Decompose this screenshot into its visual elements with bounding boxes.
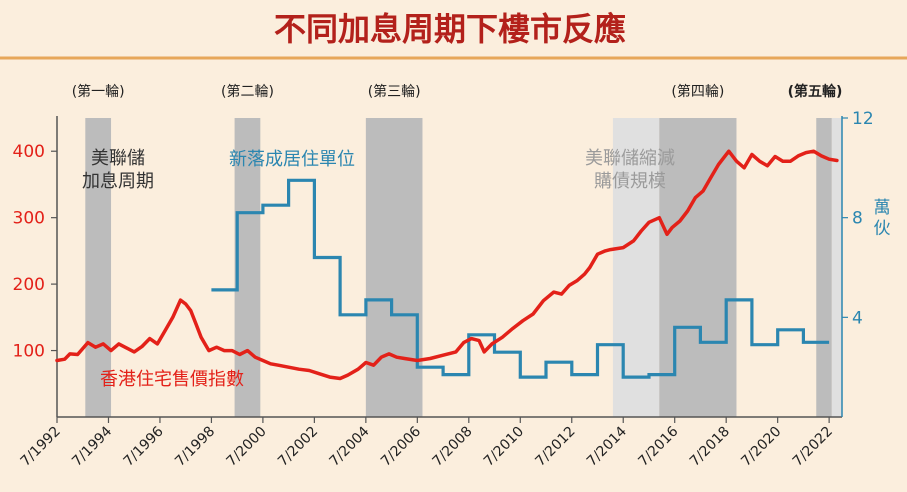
fed-hike-cycle-label: 美聯儲 (91, 148, 145, 169)
chart-title: 不同加息周期下樓市反應 (274, 10, 626, 48)
hike-cycle-label: (第三輪) (368, 83, 421, 100)
series-lines (55, 149, 839, 381)
y-left-tick-label: 100 (13, 342, 45, 362)
hike-cycle-band (234, 118, 261, 417)
y-left-tick-label: 400 (13, 142, 45, 162)
price-index-line (55, 149, 839, 381)
hike-cycle-label: (第一輪) (72, 83, 125, 100)
new-units-label: 新落成居住單位 (229, 149, 355, 170)
y-right-tick-label: 8 (852, 209, 863, 229)
hike-cycle-label: (第四輪) (671, 83, 724, 100)
y-right-unit-label: 萬 (874, 198, 891, 218)
y-right-tick-label: 12 (852, 109, 874, 129)
hike-cycle-label: (第五輪) (788, 83, 843, 100)
y-left-tick-label: 200 (13, 275, 45, 295)
hike-cycle-band (816, 118, 832, 417)
qe-taper-label: 購債規模 (594, 171, 666, 192)
qe-taper-label: 美聯儲縮減 (585, 148, 675, 169)
fed-hike-cycle-label: 加息周期 (82, 171, 154, 192)
qe-period-band (612, 118, 660, 417)
hike-cycle-label: (第二輪) (221, 83, 274, 100)
y-right-tick-label: 4 (852, 308, 863, 328)
price-index-label: 香港住宅售價指數 (100, 369, 244, 390)
hike-cycle-band (85, 118, 112, 417)
y-left-tick-label: 300 (13, 209, 45, 229)
qe-period-band (831, 118, 842, 417)
hike-cycle-band (659, 118, 737, 417)
y-right-unit-label: 伙 (874, 219, 891, 239)
new-units-line (211, 178, 830, 379)
hike-cycle-band (365, 118, 423, 417)
